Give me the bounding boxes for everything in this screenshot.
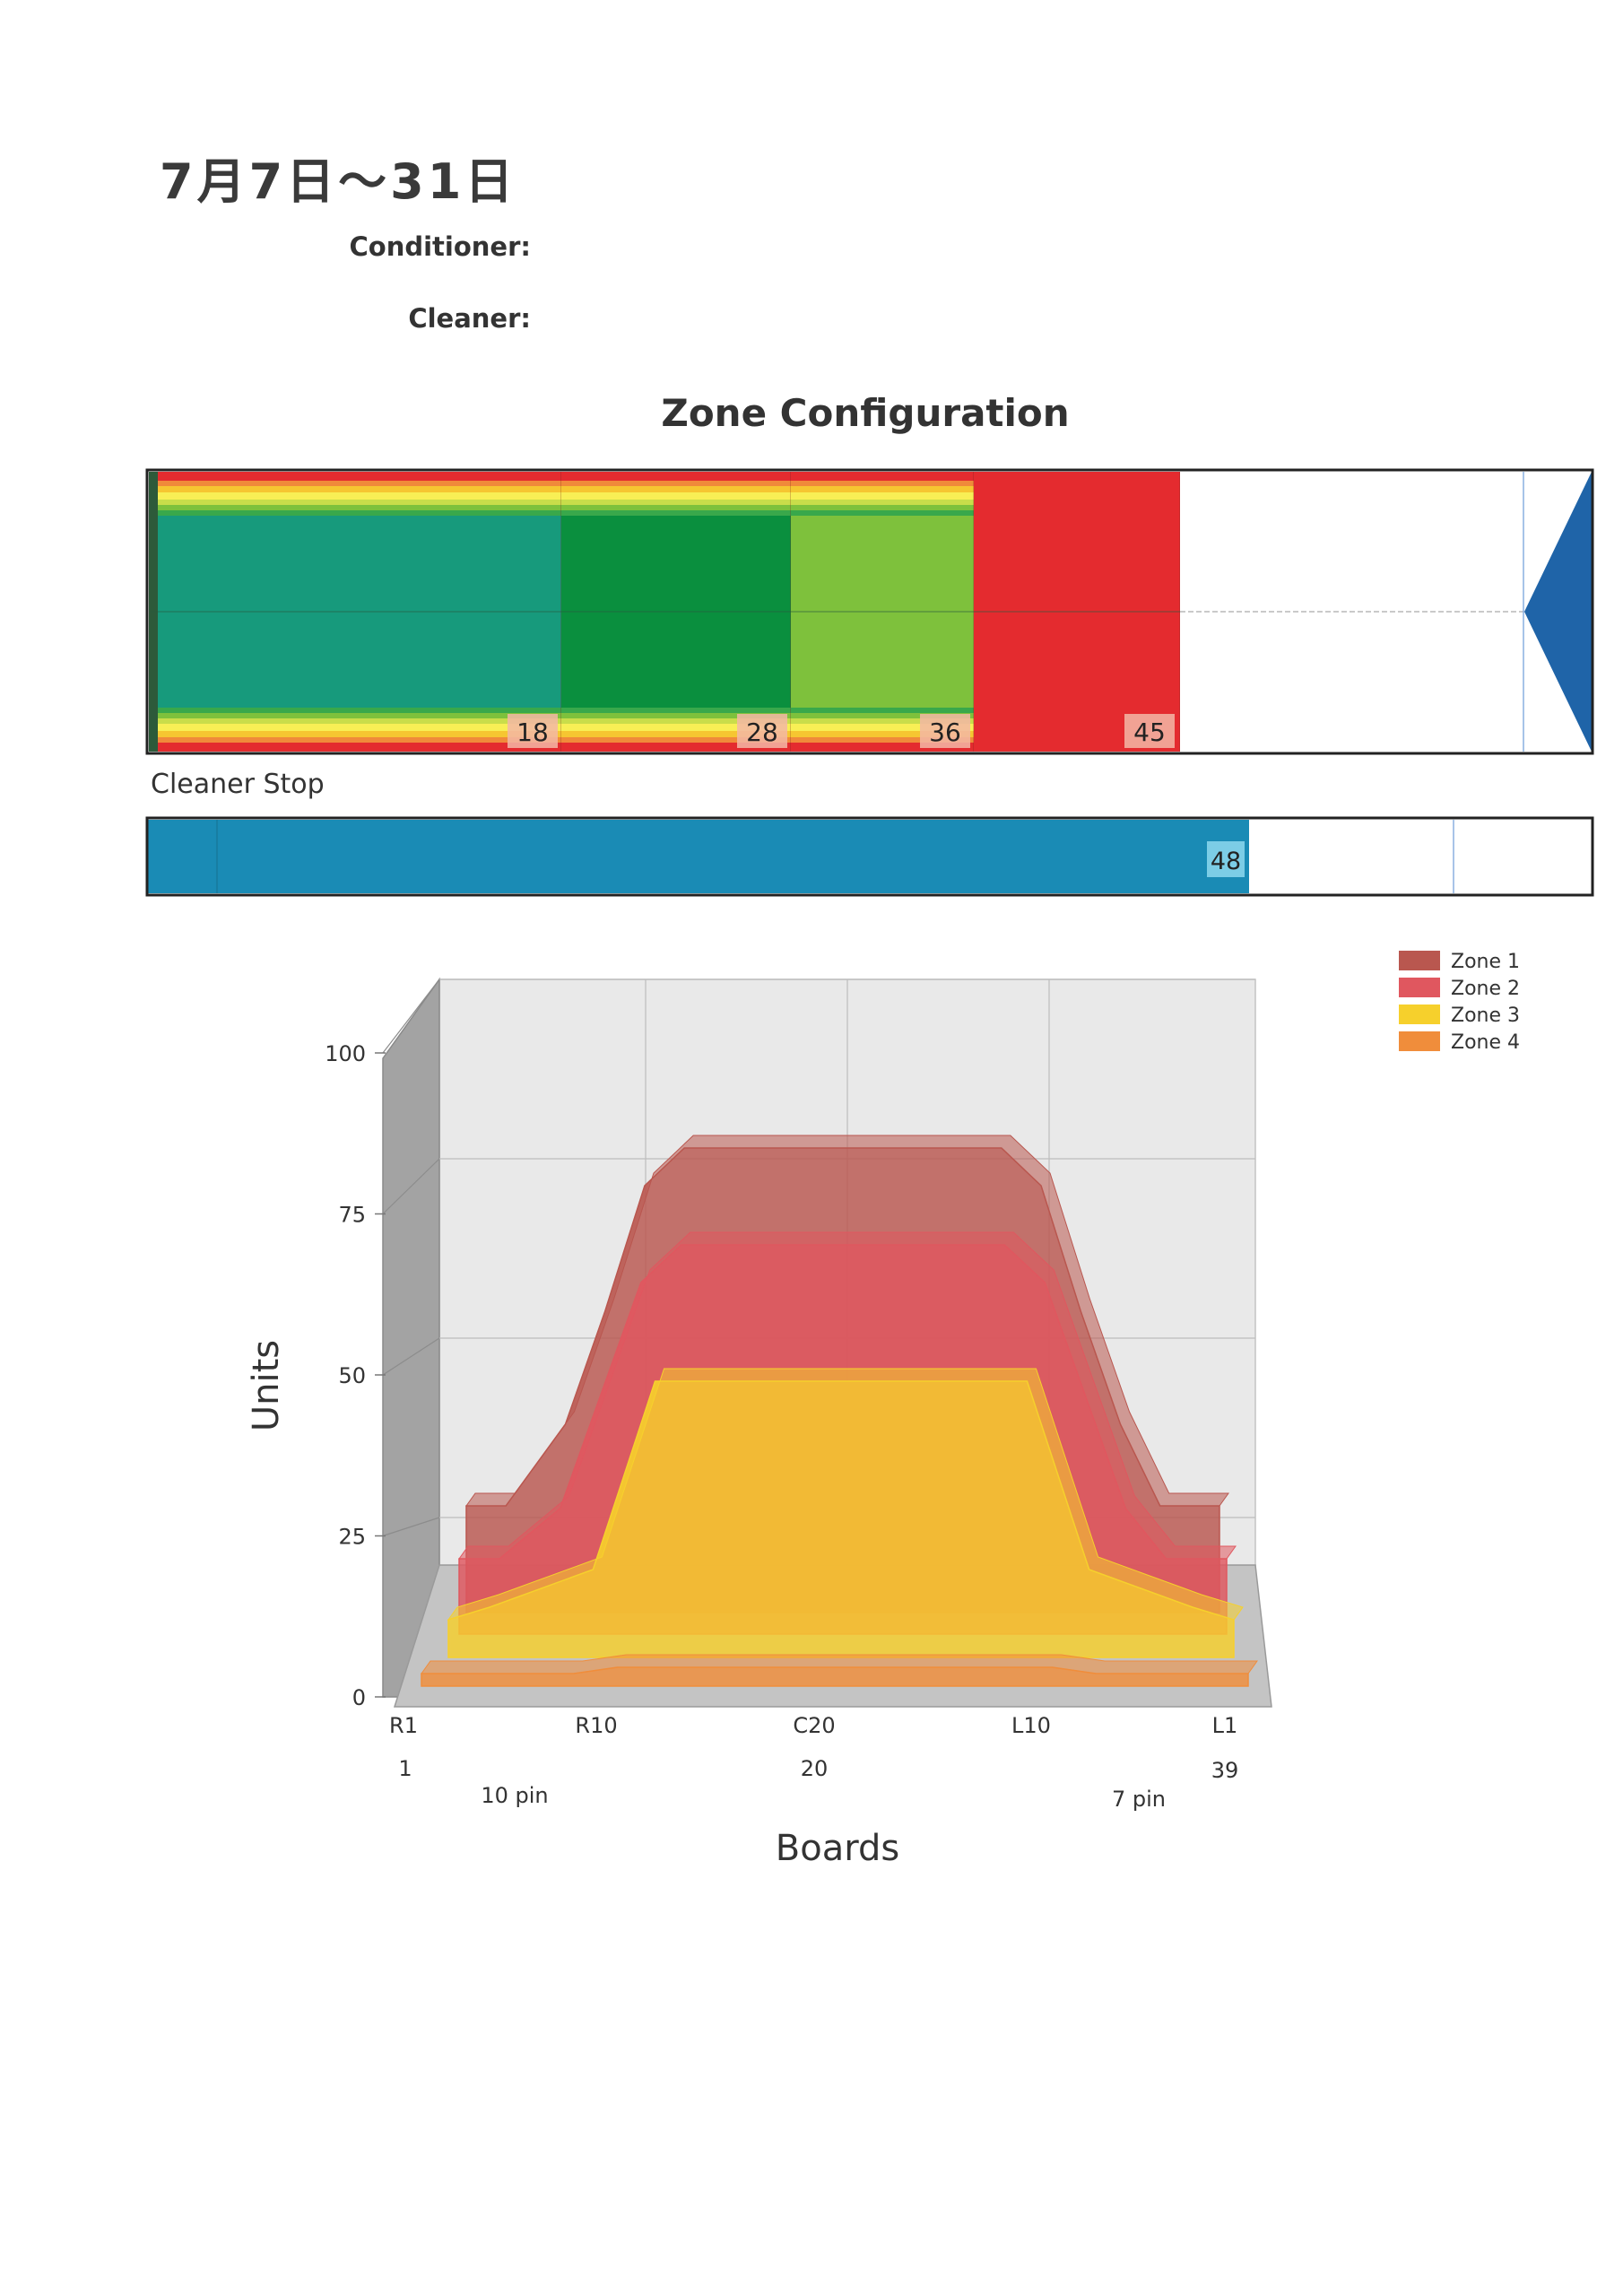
zone-configuration-strip: 18 28 36 45 Cleaner Stop 48 <box>145 468 1594 897</box>
y-tick-label: 0 <box>352 1685 366 1710</box>
zone-marker-36: 36 <box>929 718 961 747</box>
zone-strip-border <box>145 468 1594 755</box>
zone-strip-gutter <box>149 472 158 752</box>
pin-label: 7 pin <box>1112 1787 1166 1812</box>
legend-label: Zone 2 <box>1451 978 1520 1000</box>
legend-swatch <box>1399 978 1440 997</box>
legend-label: Zone 3 <box>1451 1004 1520 1027</box>
x-tick-label: L1 <box>1212 1713 1238 1738</box>
side-gridline <box>382 1337 440 1376</box>
zone-marker-45: 45 <box>1133 718 1166 747</box>
series-zone-4 <box>421 1654 1258 1687</box>
legend-swatch <box>1399 1004 1440 1024</box>
date-range-title: 7月7日～31日 <box>160 153 517 210</box>
y-axis-title: Units <box>246 1340 287 1431</box>
zone-marker-18: 18 <box>516 718 549 747</box>
x-board-number: 39 <box>1211 1758 1239 1783</box>
zone-marker-box <box>737 714 787 748</box>
chart-back-wall <box>438 978 1256 1698</box>
side-gridline <box>382 1158 440 1214</box>
cleaner-stop-marker: 48 <box>1211 848 1241 875</box>
cleaner-stop-marker-box <box>1207 841 1245 877</box>
x-tick-label: R1 <box>389 1713 418 1738</box>
cleaner-label: Cleaner: <box>408 303 531 334</box>
series-zone-3 <box>447 1368 1244 1658</box>
y-tick-label: 25 <box>338 1525 366 1550</box>
zone-marker-box <box>920 714 970 748</box>
zone-marker-28: 28 <box>746 718 778 747</box>
legend-swatch <box>1399 1031 1440 1051</box>
x-board-number: 20 <box>801 1756 829 1781</box>
zone-marker-box <box>1124 714 1175 748</box>
x-board-number: 1 <box>398 1756 412 1781</box>
legend-label: Zone 4 <box>1451 1031 1520 1054</box>
side-gridline <box>382 1517 440 1537</box>
y-tick-label: 75 <box>338 1203 366 1228</box>
zone-2-section <box>561 472 792 752</box>
series-zone-1 <box>465 1135 1229 1613</box>
x-tick-label: R10 <box>575 1713 617 1738</box>
zone-1-section <box>149 472 562 752</box>
cleaner-stop-label: Cleaner Stop <box>151 769 325 800</box>
y-tick-label: 50 <box>338 1363 366 1388</box>
zone-configuration-title: Zone Configuration <box>661 391 1070 435</box>
chart-floor <box>393 1564 1272 1708</box>
y-tick-label: 100 <box>325 1041 366 1066</box>
zone-4-section <box>974 472 1181 752</box>
chart-legend: Zone 1 Zone 2 Zone 3 Zone 4 <box>1399 951 1520 1054</box>
conditioner-label: Conditioner: <box>349 231 532 262</box>
cleaner-stop-fill <box>148 820 1249 893</box>
side-gridline <box>382 978 440 1054</box>
lane-arrow-shape <box>1524 472 1592 752</box>
legend-swatch <box>1399 951 1440 970</box>
x-tick-label: L10 <box>1011 1713 1051 1738</box>
pin-label: 10 pin <box>481 1783 548 1808</box>
x-tick-label: C20 <box>793 1713 835 1738</box>
legend-label: Zone 1 <box>1451 951 1520 973</box>
cleaner-stop-border <box>145 816 1594 897</box>
x-axis-title: Boards <box>776 1828 899 1869</box>
zone-marker-box <box>508 714 558 748</box>
chart-side-wall <box>382 977 440 1698</box>
series-zone-2 <box>458 1231 1237 1635</box>
